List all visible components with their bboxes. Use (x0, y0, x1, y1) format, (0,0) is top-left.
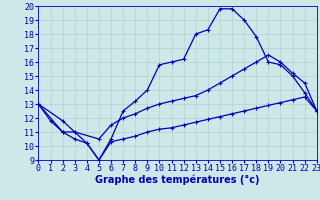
X-axis label: Graphe des températures (°c): Graphe des températures (°c) (95, 175, 260, 185)
